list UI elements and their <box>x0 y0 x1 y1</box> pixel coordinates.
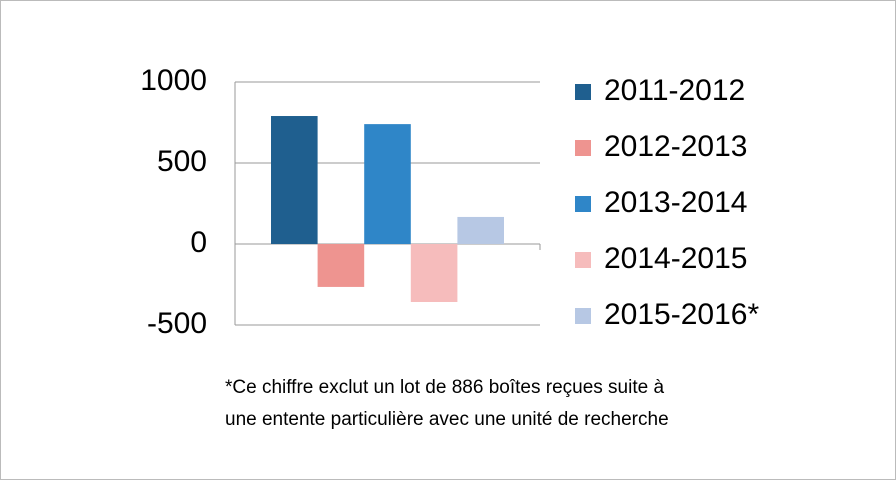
bar <box>271 116 318 244</box>
bar <box>317 244 365 287</box>
bar <box>364 124 411 244</box>
legend-swatch <box>575 84 591 100</box>
y-tick-label: 500 <box>157 145 207 178</box>
legend-label: 2011-2012 <box>604 74 745 107</box>
legend-label: 2014-2015 <box>604 242 747 275</box>
legend-swatch <box>575 252 591 268</box>
legend-label: 2013-2014 <box>604 186 747 219</box>
y-tick-label: -500 <box>147 307 207 340</box>
legend-swatch <box>575 308 591 324</box>
y-tick-label: 0 <box>190 226 207 259</box>
legend-swatch <box>575 140 591 156</box>
footnote: *Ce chiffre exclut un lot de 886 boîtes … <box>225 377 664 398</box>
legend-label: 2012-2013 <box>604 130 747 163</box>
legend-swatch <box>575 196 591 212</box>
legend-label: 2015-2016* <box>604 298 759 331</box>
y-tick-label: 1000 <box>140 64 207 97</box>
footnote: une entente particulière avec une unité … <box>225 409 669 430</box>
bar <box>457 216 504 244</box>
bar <box>410 244 458 302</box>
